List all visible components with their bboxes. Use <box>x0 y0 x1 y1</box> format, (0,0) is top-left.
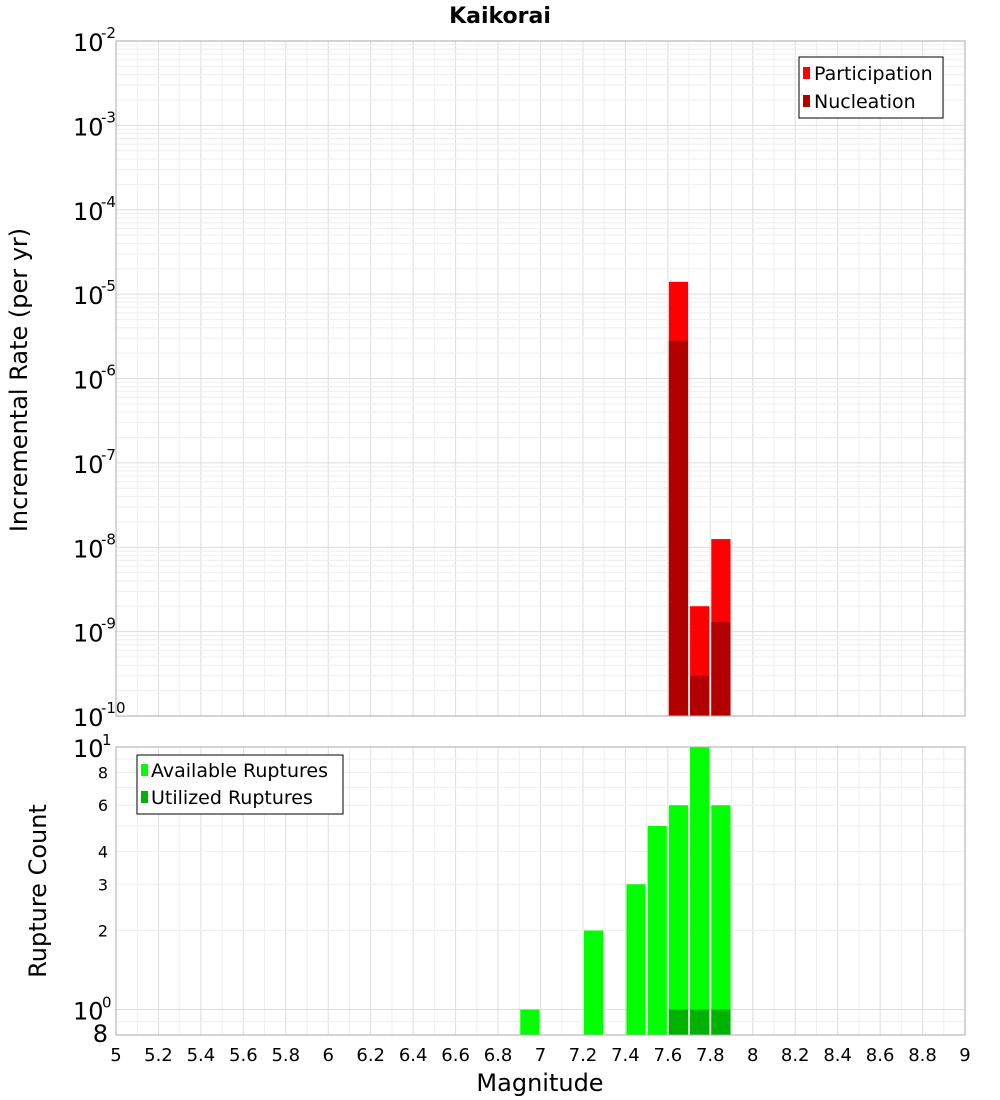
bottom-y-tick-base: 10 <box>73 735 104 763</box>
bottom-y-tick-min: 8 <box>93 1020 108 1048</box>
top-grid <box>116 41 965 716</box>
x-tick-label: 6.6 <box>441 1045 470 1066</box>
bottom-bar-available-ruptures <box>583 930 604 1035</box>
bottom-bar-available-ruptures <box>520 1009 540 1035</box>
top-y-tick-base: 10 <box>73 198 104 226</box>
top-legend: Participation Nucleation <box>798 56 944 119</box>
x-tick-label: 8.6 <box>866 1045 895 1066</box>
bottom-legend: Available Ruptures Utilized Ruptures <box>136 754 344 815</box>
top-y-tick-base: 10 <box>73 535 104 563</box>
x-tick-label: 6 <box>323 1045 334 1066</box>
legend-utilized-label: Utilized Ruptures <box>151 787 313 809</box>
top-y-tick-exponent: -6 <box>101 362 116 380</box>
bottom-bar-available-ruptures <box>647 826 667 1035</box>
top-y-tick-exponent: -2 <box>101 24 116 42</box>
bottom-bar-available-ruptures <box>626 884 646 1035</box>
x-tick-label: 7.2 <box>569 1045 598 1066</box>
x-tick-label: 8.8 <box>908 1045 937 1066</box>
bottom-y-tick-minor: 4 <box>98 842 108 861</box>
x-tick-label: 8.4 <box>823 1045 852 1066</box>
top-y-tick-base: 10 <box>73 620 104 648</box>
top-plot-border <box>115 40 966 717</box>
x-tick-label: 6.2 <box>356 1045 385 1066</box>
top-y-tick-exponent: -5 <box>101 277 116 295</box>
x-tick-label: 7.8 <box>696 1045 725 1066</box>
x-tick-label: 5.8 <box>271 1045 300 1066</box>
bottom-bar-utilized-ruptures <box>711 1009 731 1035</box>
top-bar-nucleation <box>668 340 689 716</box>
bottom-y-tick-exponent: 1 <box>102 731 112 749</box>
bottom-y-tick-minor: 8 <box>98 763 108 782</box>
x-tick-label: 8.2 <box>781 1045 810 1066</box>
x-tick-label: 5.2 <box>144 1045 173 1066</box>
x-axis-label: Magnitude <box>476 1069 603 1097</box>
top-y-tick-exponent: -7 <box>101 446 116 464</box>
legend-utilized-swatch <box>141 791 148 803</box>
x-tick-label: 7.4 <box>611 1045 640 1066</box>
bottom-y-tick-exponent: 0 <box>102 994 112 1012</box>
chart-title: Kaikorai <box>449 4 551 29</box>
bottom-bar-utilized-ruptures <box>690 1009 710 1035</box>
top-y-tick-base: 10 <box>73 451 104 479</box>
bottom-bars <box>520 747 731 1035</box>
x-tick-label: 6.8 <box>484 1045 513 1066</box>
legend-available-label: Available Ruptures <box>151 760 328 782</box>
top-bars <box>668 281 731 716</box>
x-tick-label: 9 <box>959 1045 970 1066</box>
x-tick-label: 7.6 <box>654 1045 683 1066</box>
bottom-bar-utilized-ruptures <box>668 1009 689 1035</box>
bottom-bar-available-ruptures <box>711 805 731 1035</box>
bottom-bar-available-ruptures <box>690 747 710 1035</box>
x-tick-label: 5.4 <box>187 1045 216 1066</box>
legend-available-swatch <box>141 764 148 776</box>
bottom-y-tick-base: 10 <box>73 998 104 1026</box>
top-y-tick-exponent: -8 <box>101 530 116 548</box>
legend-participation-label: Participation <box>814 63 933 85</box>
bottom-legend-box <box>136 754 344 815</box>
top-y-tick-base: 10 <box>73 282 104 310</box>
legend-nucleation-swatch <box>803 95 810 107</box>
top-y-axis-label: Incremental Rate (per yr) <box>5 228 33 532</box>
top-y-tick-base: 10 <box>73 704 104 732</box>
top-bar-nucleation <box>690 675 710 716</box>
top-y-tick-base: 10 <box>73 113 104 141</box>
x-tick-label: 6.4 <box>399 1045 428 1066</box>
bottom-plot-border <box>115 746 966 1036</box>
x-tick-label: 7 <box>535 1045 546 1066</box>
top-legend-box <box>798 56 944 119</box>
bottom-y-tick-minor: 3 <box>98 875 108 894</box>
top-y-tick-exponent: -4 <box>101 193 116 211</box>
bottom-y-axis-label: Rupture Count <box>24 804 52 978</box>
top-y-ticks: 10-210-310-410-510-610-710-810-910-10 <box>73 24 126 732</box>
top-y-tick-base: 10 <box>73 29 104 57</box>
legend-participation-swatch <box>803 67 810 79</box>
top-bar-nucleation <box>711 622 731 716</box>
top-y-tick-exponent: -10 <box>101 699 126 717</box>
top-y-tick-exponent: -3 <box>101 108 116 126</box>
bottom-y-tick-minor: 6 <box>98 796 108 815</box>
x-tick-label: 8 <box>747 1045 758 1066</box>
x-ticks: 5 5.2 5.4 5.6 5.8 6 6.2 6.4 6.6 6.8 7 7.2 7.4 7.6 7.8 8… <box>110 1045 970 1066</box>
top-y-tick-base: 10 <box>73 367 104 395</box>
legend-nucleation-label: Nucleation <box>814 91 916 113</box>
bottom-y-tick-minor: 2 <box>98 922 108 941</box>
bottom-bar-available-ruptures <box>668 805 689 1035</box>
top-y-tick-exponent: -9 <box>101 615 116 633</box>
x-tick-label: 5 <box>110 1045 121 1066</box>
x-tick-label: 5.6 <box>229 1045 258 1066</box>
